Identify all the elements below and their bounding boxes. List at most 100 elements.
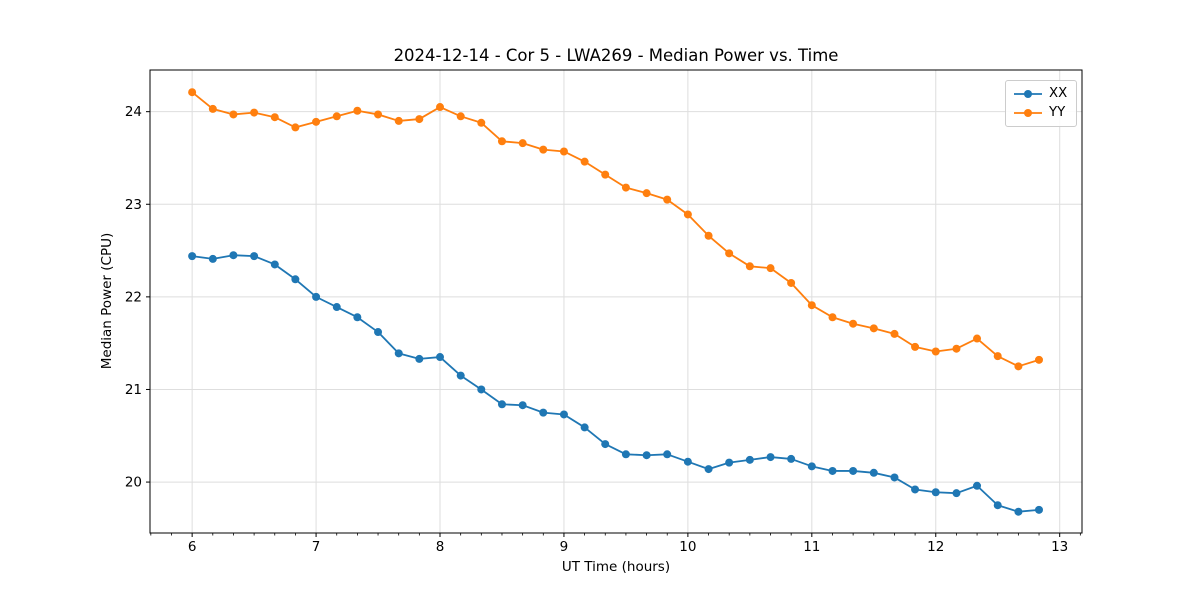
series-marker-yy bbox=[291, 123, 300, 132]
x-tick-label: 10 bbox=[679, 539, 696, 555]
series-marker-xx bbox=[394, 349, 403, 358]
series-marker-xx bbox=[208, 254, 217, 263]
series-marker-yy bbox=[270, 113, 279, 122]
series-marker-yy bbox=[911, 342, 920, 351]
series-marker-xx bbox=[745, 455, 754, 464]
series-line-xx bbox=[192, 254, 1040, 513]
series-marker-xx bbox=[621, 450, 630, 459]
series-marker-yy bbox=[869, 324, 878, 333]
series-marker-xx bbox=[869, 468, 878, 477]
chart-title: 2024-12-14 - Cor 5 - LWA269 - Median Pow… bbox=[393, 46, 839, 65]
x-tick-label: 11 bbox=[803, 539, 820, 555]
series-line-yy bbox=[191, 91, 1040, 368]
series-marker-xx bbox=[436, 353, 445, 362]
series-marker-yy bbox=[250, 108, 259, 117]
plot-border bbox=[149, 69, 1083, 534]
legend-label-xx: XX bbox=[1049, 86, 1068, 101]
series-marker-xx bbox=[518, 401, 527, 410]
series-marker-xx bbox=[456, 371, 465, 380]
x-tick-label: 6 bbox=[188, 539, 197, 555]
series-marker-yy bbox=[374, 110, 383, 119]
series-marker-xx bbox=[704, 465, 713, 474]
series-marker-xx bbox=[766, 453, 775, 462]
series-marker-yy bbox=[704, 231, 713, 240]
legend-swatch-yy-icon bbox=[1014, 109, 1042, 117]
series-marker-yy bbox=[993, 352, 1002, 361]
series-marker-yy bbox=[787, 278, 796, 287]
y-tick-label: 22 bbox=[125, 289, 142, 305]
series-marker-yy bbox=[807, 301, 816, 310]
series-marker-yy bbox=[621, 183, 630, 192]
series-marker-xx bbox=[890, 473, 899, 482]
series-marker-xx bbox=[332, 303, 341, 312]
series-marker-yy bbox=[456, 112, 465, 121]
series-marker-xx bbox=[642, 451, 651, 460]
series-marker-xx bbox=[374, 328, 383, 337]
series-marker-xx bbox=[291, 275, 300, 284]
series-marker-yy bbox=[312, 117, 321, 126]
series-marker-yy bbox=[931, 347, 940, 356]
series-marker-xx bbox=[497, 400, 506, 409]
series-marker-xx bbox=[663, 450, 672, 459]
y-tick-label: 23 bbox=[125, 197, 142, 213]
series-marker-xx bbox=[250, 252, 259, 261]
series-marker-xx bbox=[1034, 505, 1043, 514]
series-marker-yy bbox=[188, 88, 197, 97]
series-marker-yy bbox=[642, 189, 651, 198]
x-axis-label: UT Time (hours) bbox=[561, 559, 671, 575]
series-marker-yy bbox=[497, 137, 506, 146]
series-marker-xx bbox=[931, 488, 940, 497]
series-marker-xx bbox=[849, 466, 858, 475]
series-marker-xx bbox=[787, 454, 796, 463]
series-marker-xx bbox=[353, 313, 362, 322]
legend-label-yy: YY bbox=[1049, 105, 1066, 120]
series-marker-xx bbox=[911, 485, 920, 494]
legend-entry-xx: XX bbox=[1013, 85, 1067, 103]
series-marker-xx bbox=[188, 252, 197, 261]
series-marker-xx bbox=[229, 251, 238, 260]
series-marker-xx bbox=[539, 408, 548, 417]
series-marker-xx bbox=[1014, 507, 1023, 516]
series-marker-yy bbox=[539, 145, 548, 154]
series-marker-yy bbox=[973, 334, 982, 343]
series-marker-yy bbox=[518, 139, 527, 148]
series-marker-xx bbox=[993, 501, 1002, 510]
x-tick-label: 7 bbox=[312, 539, 321, 555]
series-marker-yy bbox=[745, 262, 754, 271]
series-marker-yy bbox=[849, 319, 858, 328]
series-marker-xx bbox=[725, 458, 734, 467]
legend: XX YY bbox=[1005, 80, 1078, 127]
series-marker-yy bbox=[725, 249, 734, 258]
x-tick-label: 12 bbox=[927, 539, 944, 555]
series-marker-yy bbox=[394, 116, 403, 125]
x-tick-label: 8 bbox=[436, 539, 445, 555]
series-marker-yy bbox=[828, 313, 837, 322]
series-marker-yy bbox=[229, 110, 238, 119]
series-marker-yy bbox=[766, 264, 775, 273]
series-marker-yy bbox=[683, 210, 692, 219]
series-marker-yy bbox=[208, 104, 217, 113]
series-marker-xx bbox=[952, 489, 961, 498]
series-marker-xx bbox=[828, 466, 837, 475]
series-marker-xx bbox=[312, 292, 321, 301]
series-marker-xx bbox=[580, 423, 589, 432]
series-marker-xx bbox=[477, 385, 486, 394]
series-marker-xx bbox=[807, 462, 816, 471]
series-marker-yy bbox=[890, 329, 899, 338]
series-marker-yy bbox=[663, 195, 672, 204]
series-marker-xx bbox=[973, 481, 982, 490]
series-marker-yy bbox=[415, 115, 424, 124]
y-tick-label: 20 bbox=[125, 475, 142, 491]
legend-entry-yy: YY bbox=[1013, 104, 1067, 122]
series-marker-yy bbox=[559, 147, 568, 156]
series-marker-yy bbox=[1034, 355, 1043, 364]
series-marker-xx bbox=[683, 457, 692, 466]
series-marker-yy bbox=[477, 118, 486, 127]
series-marker-yy bbox=[601, 170, 610, 179]
series-marker-yy bbox=[580, 157, 589, 166]
series-marker-xx bbox=[559, 410, 568, 419]
series-marker-xx bbox=[270, 260, 279, 269]
series-marker-yy bbox=[952, 344, 961, 353]
